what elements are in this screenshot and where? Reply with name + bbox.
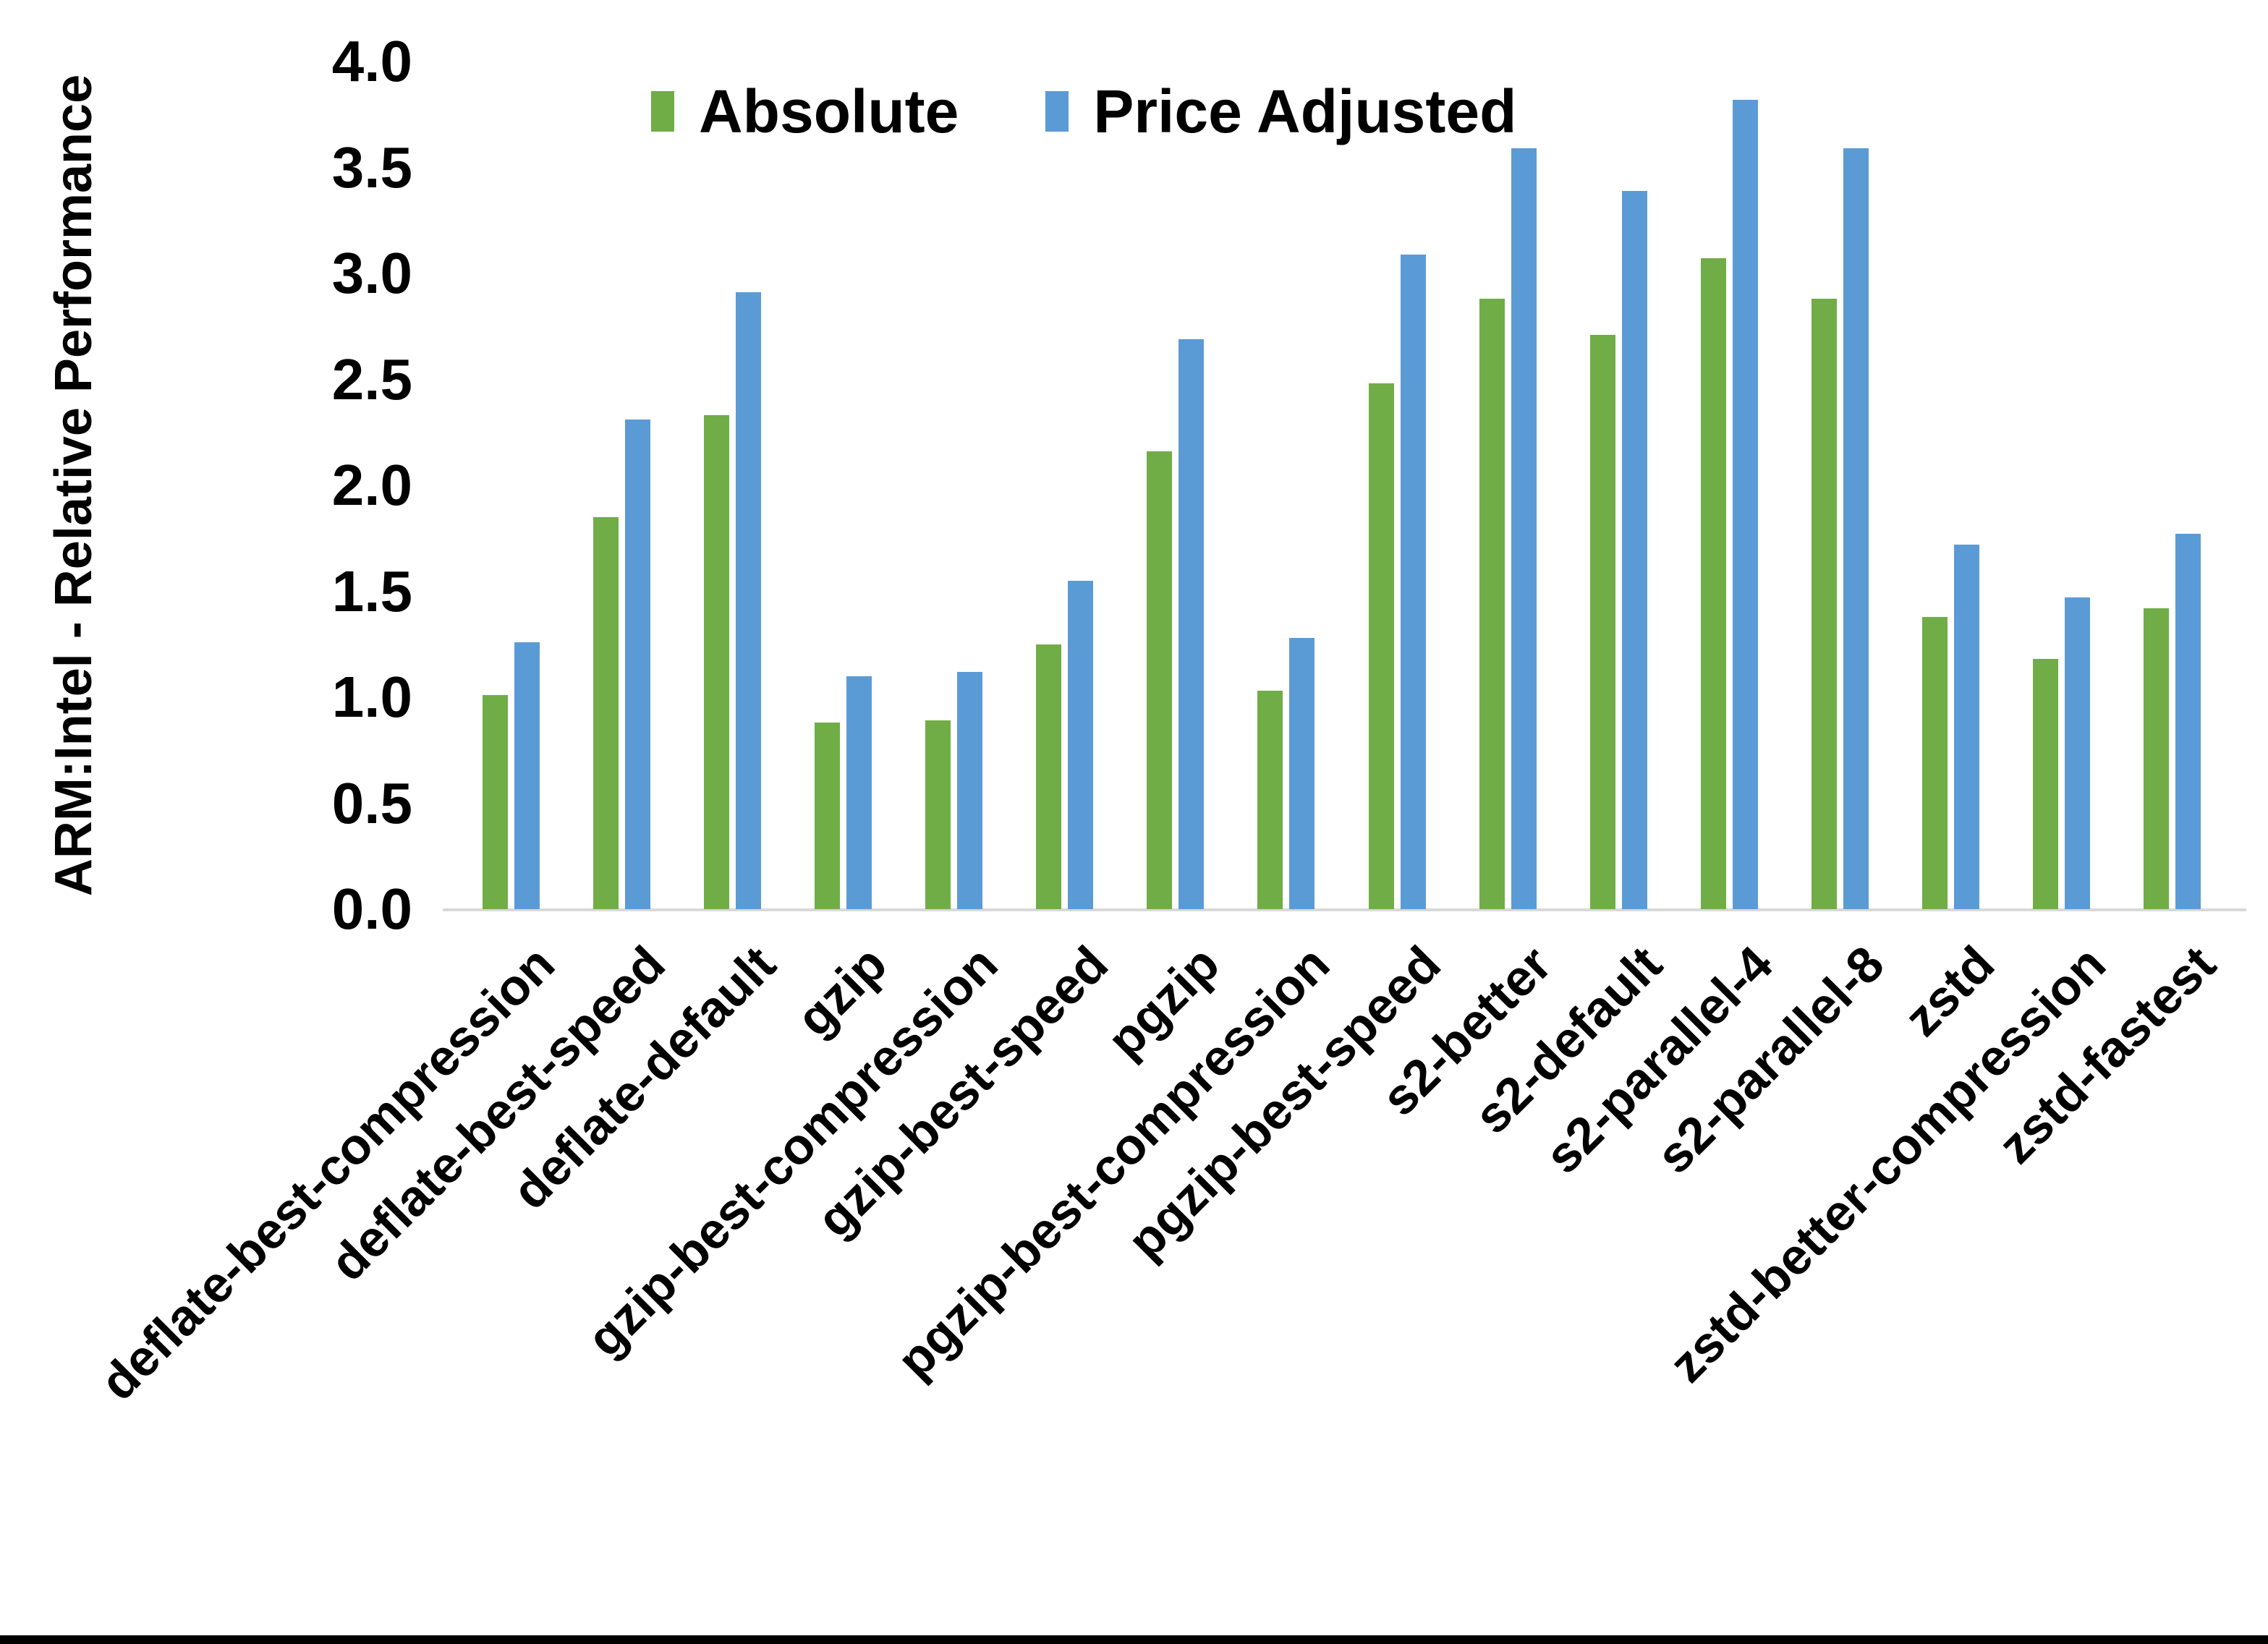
bar-price-adjusted: [1622, 191, 1647, 909]
bar-price-adjusted: [1511, 148, 1537, 909]
legend-label-absolute: Absolute: [699, 77, 959, 145]
bar-price-adjusted: [736, 292, 761, 909]
bar-price-adjusted: [846, 676, 872, 909]
bar-price-adjusted: [1068, 581, 1093, 909]
bar-price-adjusted: [2065, 597, 2090, 909]
y-tick-label: 4.0: [331, 29, 412, 93]
bar-absolute: [815, 723, 840, 909]
y-tick-label: 3.5: [331, 135, 412, 200]
bar-price-adjusted: [514, 642, 540, 909]
bar-absolute: [1036, 644, 1061, 909]
bar-absolute: [1479, 299, 1505, 909]
bar-price-adjusted: [957, 672, 982, 909]
bar-price-adjusted: [625, 419, 650, 909]
bar-absolute: [704, 415, 729, 909]
legend-swatch-absolute: [651, 91, 674, 132]
bar-price-adjusted: [2175, 534, 2201, 909]
window-bottom-edge: [0, 1635, 2268, 1644]
x-category-label: deflate-best-compression: [89, 935, 565, 1411]
bar-price-adjusted: [1289, 638, 1314, 909]
legend-item-absolute: Absolute: [651, 81, 959, 142]
bar-price-adjusted: [1954, 545, 1979, 909]
bar-absolute: [483, 695, 508, 909]
y-tick-label: 0.0: [331, 877, 412, 941]
bar-price-adjusted: [1401, 255, 1426, 909]
y-tick-label: 1.5: [331, 558, 412, 623]
bar-price-adjusted: [1733, 100, 1758, 909]
y-tick-label: 3.0: [331, 241, 412, 305]
bar-price-adjusted: [1843, 148, 1869, 909]
bar-absolute: [1147, 451, 1172, 909]
x-axis-line: [443, 908, 2246, 911]
bar-absolute: [1590, 335, 1615, 909]
bar-absolute: [925, 720, 951, 909]
bar-absolute: [1369, 383, 1394, 909]
legend: Absolute Price Adjusted: [651, 81, 1516, 142]
bar-absolute: [2033, 659, 2058, 909]
bar-absolute: [2144, 608, 2169, 909]
bar-absolute: [593, 517, 619, 909]
bar-absolute: [1922, 617, 1948, 909]
bar-absolute: [1701, 258, 1726, 909]
y-tick-label: 0.5: [331, 770, 412, 835]
legend-item-price-adjusted: Price Adjusted: [1045, 81, 1516, 142]
bar-absolute: [1257, 691, 1283, 909]
legend-label-price-adjusted: Price Adjusted: [1093, 77, 1517, 145]
y-tick-label: 1.0: [331, 665, 412, 729]
bar-price-adjusted: [1178, 339, 1204, 909]
legend-swatch-price-adjusted: [1045, 91, 1069, 132]
bar-absolute: [1812, 299, 1837, 909]
y-tick-label: 2.0: [331, 453, 412, 517]
y-tick-label: 2.5: [331, 346, 412, 412]
